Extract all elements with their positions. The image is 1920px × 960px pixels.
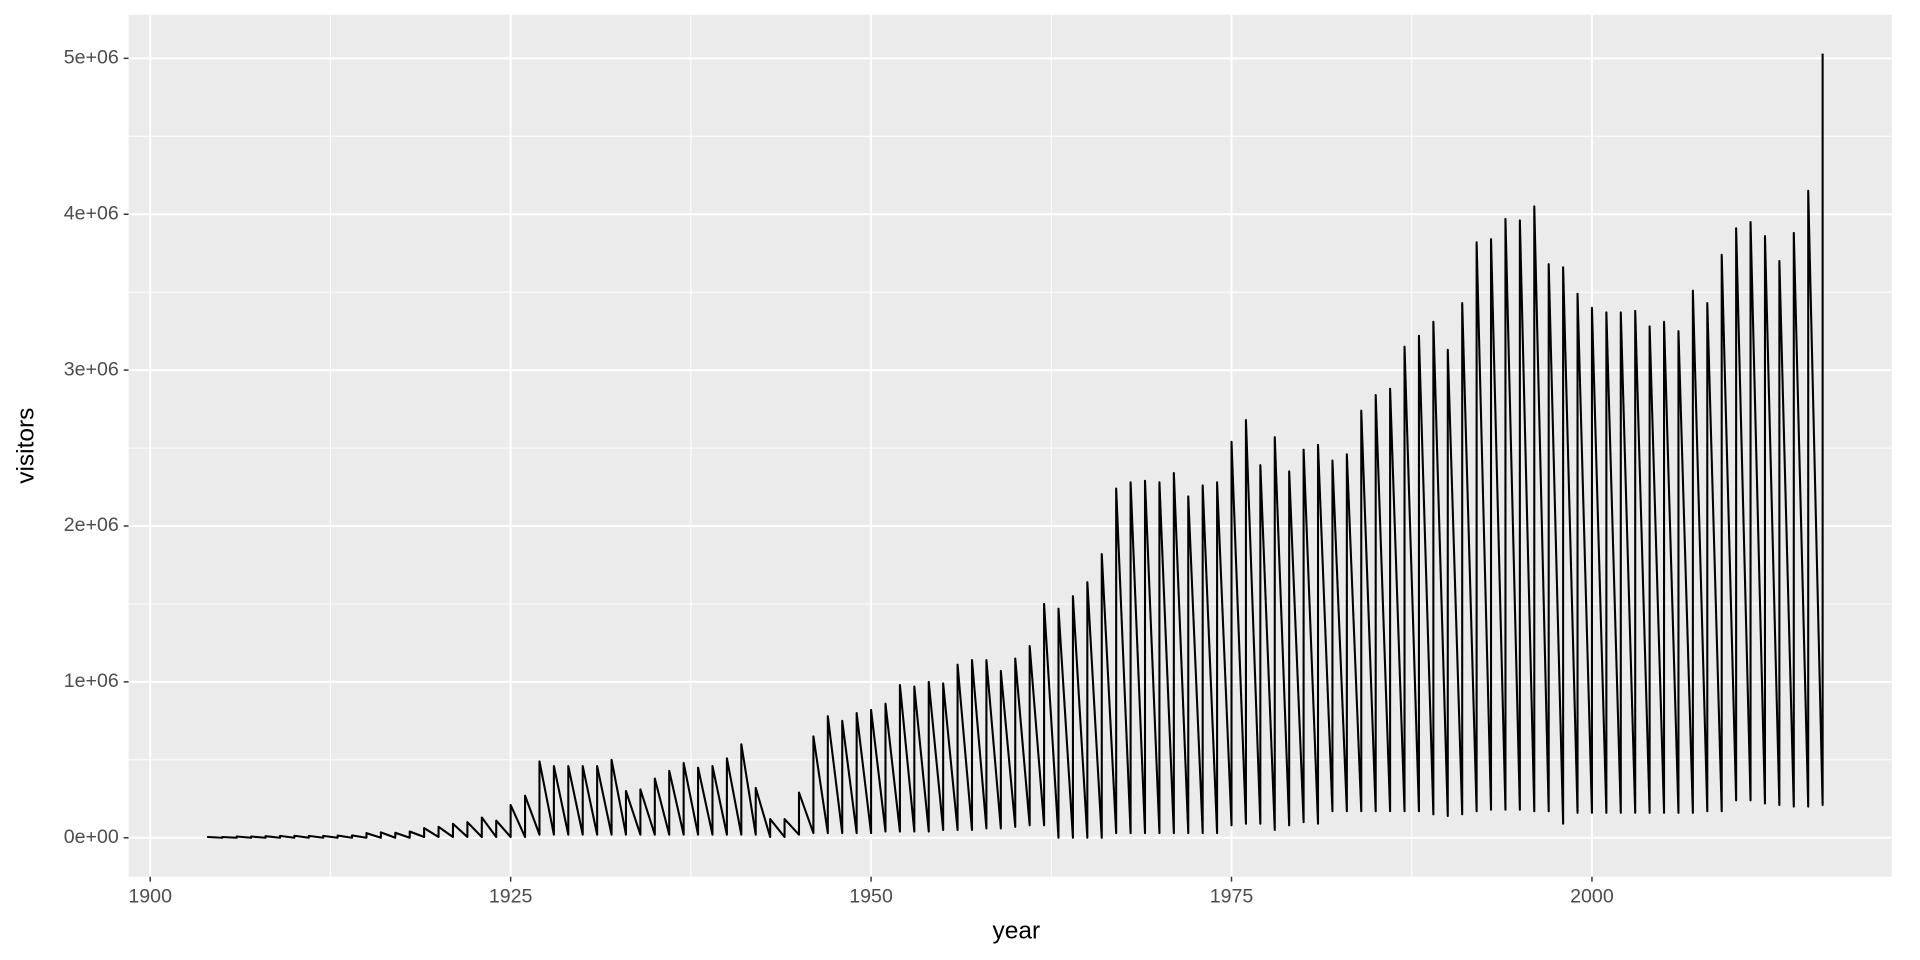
panel <box>128 14 1892 877</box>
axes: 1900 1925 1950 1975 2000 0e+00 1e+06 2e+06 3e+06… <box>64 47 1614 908</box>
y-tick-label: 2e+06 <box>64 514 119 536</box>
x-tick-label: 1975 <box>1210 886 1254 908</box>
data-line <box>206 53 1824 839</box>
x-tick-label: 1950 <box>849 886 893 908</box>
x-tick-label: 1900 <box>128 886 172 908</box>
x-tick-label: 2000 <box>1570 886 1614 908</box>
y-tick-label: 5e+06 <box>64 47 119 69</box>
y-tick-label: 4e+06 <box>64 202 119 224</box>
y-tick-label: 3e+06 <box>64 358 119 380</box>
y-tick-label: 1e+06 <box>64 670 119 692</box>
x-tick-label: 1925 <box>489 886 533 908</box>
marks <box>206 53 1824 839</box>
x-axis-title: year <box>993 917 1041 944</box>
y-axis-title: visitors <box>12 408 39 484</box>
y-tick-label: 0e+00 <box>64 826 119 848</box>
